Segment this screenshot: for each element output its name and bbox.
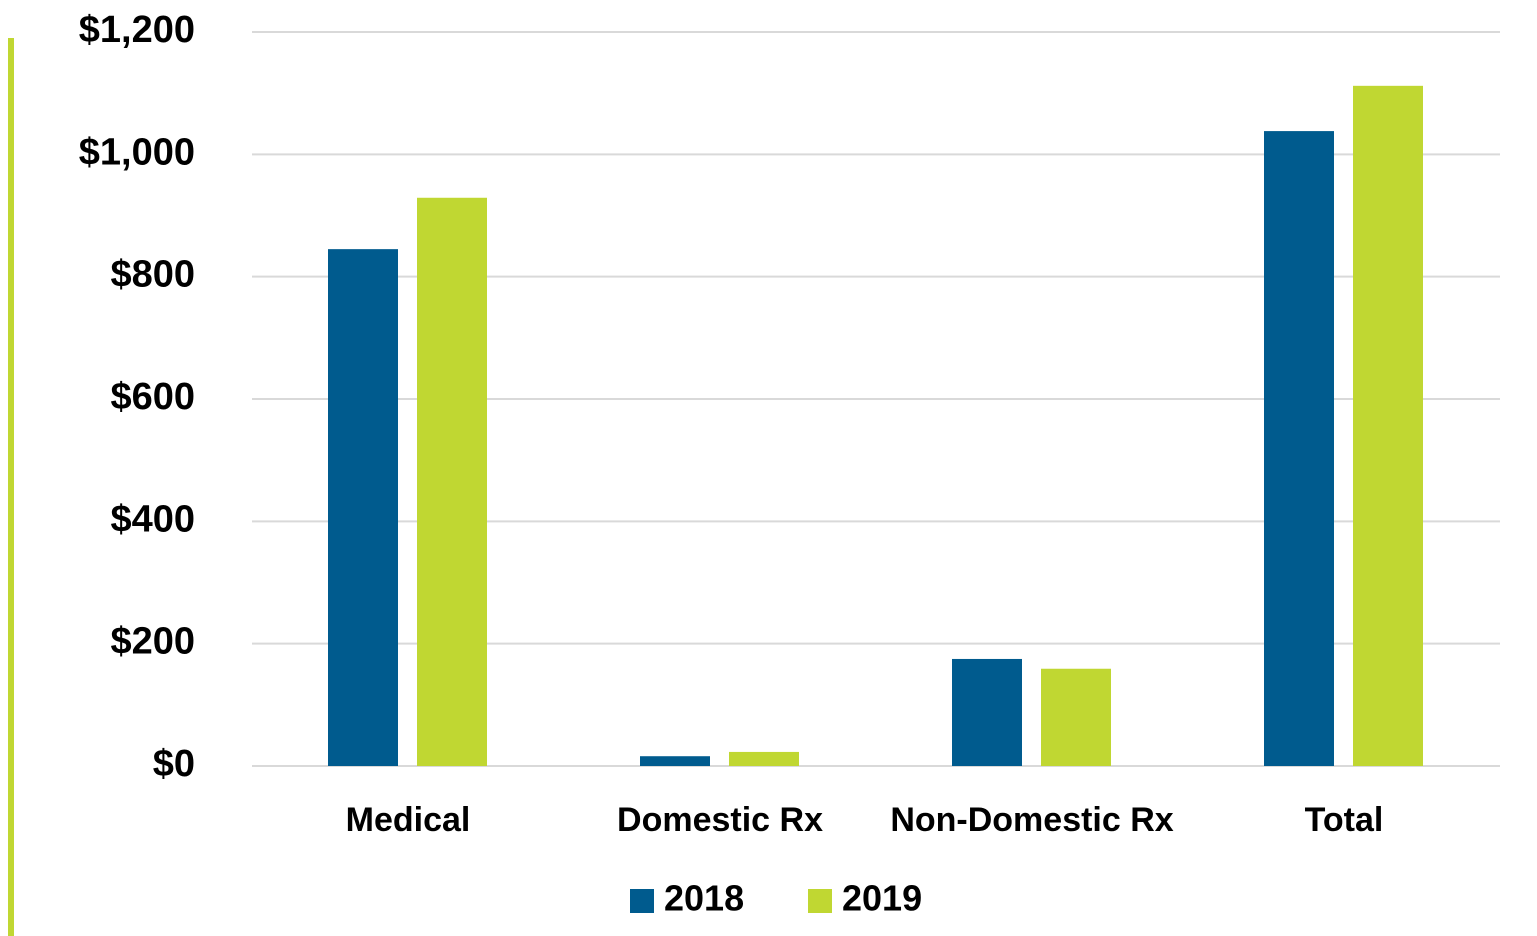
- x-tick-label: Domestic Rx: [617, 801, 823, 839]
- bar: [640, 756, 710, 766]
- legend-label: 2019: [842, 878, 922, 919]
- legend-label: 2018: [664, 878, 744, 919]
- bar: [1264, 131, 1334, 767]
- y-tick-label: $400: [110, 498, 195, 540]
- x-tick-label: Non-Domestic Rx: [890, 801, 1173, 839]
- y-tick-label: $0: [153, 743, 195, 785]
- x-tick-label: Medical: [346, 801, 471, 839]
- y-tick-label: $1,200: [79, 9, 195, 51]
- bar: [417, 197, 487, 767]
- legend-swatch: [808, 889, 832, 913]
- y-tick-label: $200: [110, 621, 195, 663]
- y-tick-label: $600: [110, 376, 195, 418]
- bar: [1353, 85, 1423, 767]
- bar: [1041, 668, 1111, 766]
- y-tick-label: $1,000: [79, 131, 195, 173]
- y-tick-label: $800: [110, 254, 195, 296]
- bar: [328, 249, 398, 766]
- bar: [952, 658, 1022, 766]
- accent-bar: [8, 38, 14, 936]
- x-tick-label: Total: [1305, 801, 1384, 839]
- bar: [729, 751, 799, 766]
- legend-swatch: [630, 889, 654, 913]
